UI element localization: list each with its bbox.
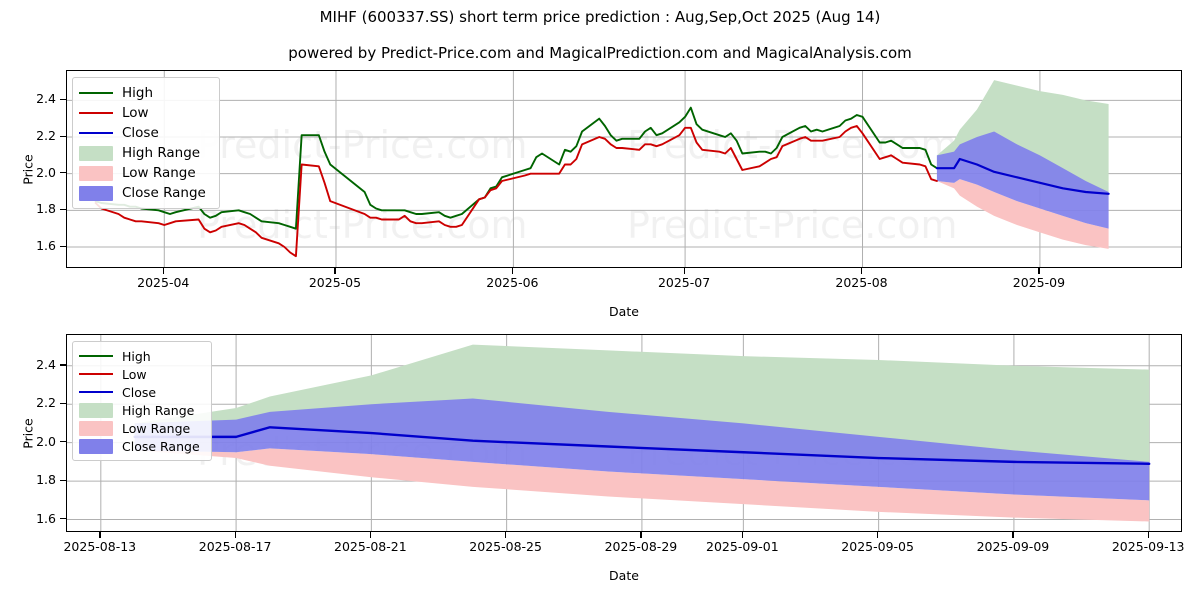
legend-item-low-range[interactable]: Low Range	[79, 419, 203, 437]
legend-item-high-range[interactable]: High Range	[79, 143, 211, 163]
y-tick-label: 2.2	[36, 395, 56, 411]
legend-item-close[interactable]: Close	[79, 383, 203, 401]
y-tick-label: 2.4	[36, 91, 56, 107]
y-tick-mark	[60, 479, 66, 481]
x-tick-mark	[741, 532, 744, 538]
x-tick-label: 2025-09-09	[976, 539, 1050, 554]
legend-swatch-band-icon	[79, 438, 113, 454]
y-tick-label: 2.2	[36, 128, 56, 143]
y-tick-label: 1.6	[36, 510, 56, 526]
y-tick-label: 1.6	[36, 238, 56, 253]
legend-item-label: Close Range	[122, 438, 200, 454]
x-tick-mark	[1012, 532, 1014, 538]
x-tick-label: 2025-04	[137, 275, 190, 290]
y-tick-label: 2.0	[36, 164, 56, 180]
y-tick-mark	[60, 98, 66, 101]
legend-swatch-band-icon	[79, 185, 113, 201]
overview-x-axis-label: Date	[609, 304, 639, 319]
x-tick-label: 2025-07	[657, 275, 711, 290]
legend-item-label: High	[122, 85, 154, 101]
x-tick-mark	[99, 532, 101, 538]
legend-item-low[interactable]: Low	[79, 103, 211, 123]
x-tick-label: 2025-09	[1012, 275, 1066, 290]
legend-item-label: Close Range	[122, 185, 206, 201]
forecast-legend: High Low Close High Range Low Range Close Ran…	[72, 341, 212, 461]
x-tick-mark	[640, 532, 642, 538]
y-tick-label: 2.0	[36, 433, 56, 449]
legend-swatch-line-icon	[79, 86, 113, 100]
x-tick-label: 2025-08-17	[198, 539, 272, 554]
legend-item-high[interactable]: High	[79, 83, 211, 103]
x-tick-label: 2025-08-21	[334, 539, 407, 554]
page-title: MIHF (600337.SS) short term price predic…	[319, 8, 881, 26]
x-tick-label: 2025-08	[835, 275, 888, 290]
legend-swatch-line-icon	[79, 349, 113, 363]
x-tick-mark	[505, 532, 507, 538]
x-tick-mark	[1147, 532, 1149, 538]
forecast-plot-area: Predict-Price.com Predict-Price.com	[66, 334, 1182, 532]
y-tick-mark	[60, 402, 66, 404]
y-tick-label: 1.8	[36, 201, 56, 217]
overview-series-svg	[67, 71, 1181, 267]
legend-swatch-line-icon	[79, 385, 113, 399]
x-tick-mark	[511, 268, 514, 274]
y-tick-mark	[60, 518, 66, 520]
legend-item-label: High	[122, 348, 151, 364]
x-tick-mark	[683, 268, 685, 274]
forecast-series-svg	[67, 335, 1181, 531]
page-subtitle: powered by Predict-Price.com and Magical…	[288, 44, 912, 62]
x-tick-mark	[369, 532, 372, 538]
x-tick-label: 2025-09-01	[706, 539, 779, 554]
legend-swatch-band-icon	[79, 420, 113, 436]
y-tick-mark	[60, 364, 66, 366]
legend-item-close-range[interactable]: Close Range	[79, 183, 211, 203]
legend-swatch-line-icon	[79, 126, 113, 140]
x-tick-mark	[234, 532, 236, 538]
legend-item-label: Low Range	[122, 420, 191, 436]
y-tick-mark	[60, 135, 66, 137]
legend-item-close[interactable]: Close	[79, 123, 211, 143]
x-tick-mark	[861, 268, 863, 274]
x-tick-mark	[1038, 268, 1040, 274]
legend-item-low-range[interactable]: Low Range	[79, 163, 211, 183]
x-tick-mark	[877, 532, 879, 538]
legend-item-close-range[interactable]: Close Range	[79, 437, 203, 455]
x-tick-label: 2025-06	[486, 275, 539, 290]
y-tick-mark	[60, 441, 66, 443]
legend-item-high[interactable]: High	[79, 347, 203, 365]
legend-swatch-band-icon	[79, 165, 113, 181]
legend-item-low[interactable]: Low	[79, 365, 203, 383]
overview-plot-area: Predict-Price.com Predict-Price.com Pred…	[66, 70, 1182, 268]
x-tick-label: 2025-09-13	[1111, 539, 1185, 554]
forecast-x-axis-label: Date	[609, 568, 639, 583]
x-tick-label: 2025-08-13	[63, 539, 137, 554]
y-tick-label: 1.8	[36, 472, 56, 488]
overview-legend: High Low Close High Range Low Range Close Ran…	[72, 77, 220, 209]
legend-item-label: Close	[122, 384, 157, 400]
legend-item-label: High Range	[122, 145, 201, 161]
legend-item-label: Close	[122, 125, 159, 141]
x-tick-label: 2025-09-05	[841, 539, 914, 554]
legend-item-label: High Range	[122, 402, 195, 418]
y-tick-mark	[60, 172, 66, 174]
x-tick-mark	[162, 268, 165, 274]
y-tick-label: 2.4	[36, 356, 56, 372]
x-tick-label: 2025-08-25	[469, 539, 542, 554]
legend-swatch-line-icon	[79, 367, 113, 381]
legend-item-label: Low Range	[122, 165, 196, 181]
x-tick-mark	[334, 268, 336, 274]
legend-swatch-band-icon	[79, 402, 113, 418]
legend-item-label: Low	[122, 366, 147, 382]
x-tick-label: 2025-08-29	[604, 539, 678, 554]
x-tick-label: 2025-05	[308, 275, 362, 290]
legend-item-high-range[interactable]: High Range	[79, 401, 203, 419]
legend-item-label: Low	[122, 105, 149, 121]
legend-swatch-line-icon	[79, 106, 113, 120]
legend-swatch-band-icon	[79, 145, 113, 161]
y-tick-mark	[60, 245, 66, 247]
y-tick-mark	[60, 208, 66, 211]
